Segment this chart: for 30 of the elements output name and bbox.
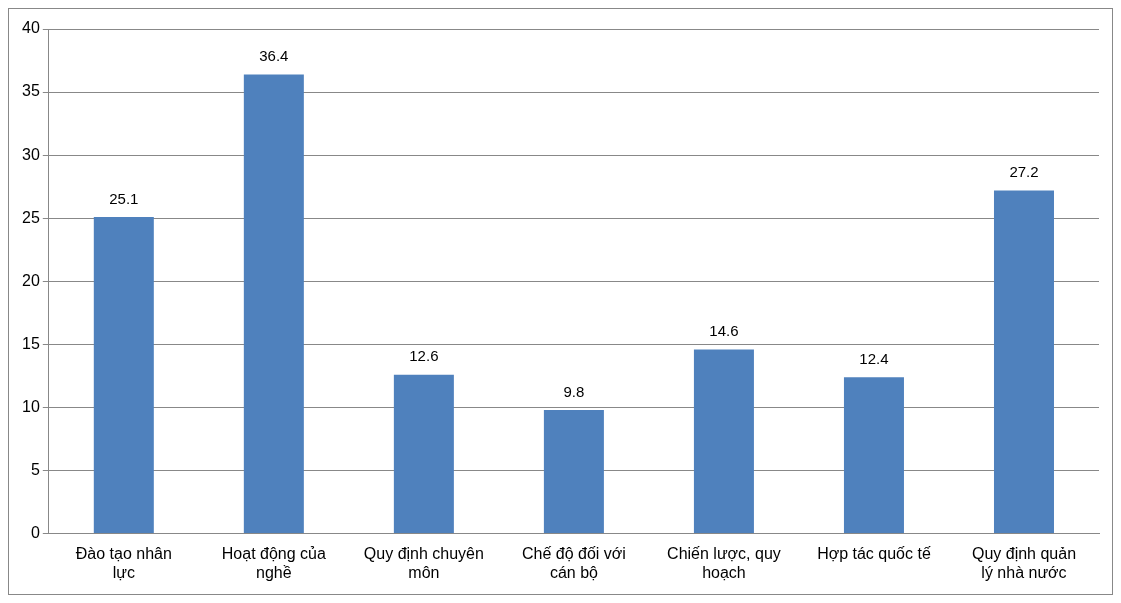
bar	[93, 216, 154, 534]
y-tick-label: 40	[22, 19, 40, 37]
y-tick-label: 30	[22, 145, 40, 163]
bar	[693, 349, 754, 534]
data-label: 12.6	[409, 347, 439, 365]
x-tick-label: Quy định quản lý nhà nước	[971, 544, 1077, 581]
x-tick-label: Hợp tác quốc tế	[817, 544, 931, 562]
data-label: 25.1	[109, 189, 139, 207]
x-tick-label: Chế độ đối với cán bộ	[521, 544, 626, 581]
y-tick-label: 0	[30, 524, 40, 542]
y-tick-label: 5	[30, 460, 40, 478]
x-tick-label: Chiến lược, quy hoạch	[667, 544, 781, 581]
y-tick-label: 25	[22, 208, 40, 226]
bar	[243, 74, 304, 534]
bar	[993, 190, 1054, 534]
x-tick-label: Hoạt động của nghề	[221, 544, 326, 581]
data-label: 36.4	[259, 47, 289, 65]
y-tick-label: 15	[22, 334, 40, 352]
bar	[393, 374, 454, 534]
data-label: 27.2	[1009, 163, 1039, 181]
data-label: 9.8	[563, 382, 585, 400]
y-tick-label: 10	[22, 397, 40, 415]
x-tick-label: Quy định chuyên môn	[363, 544, 484, 581]
bar	[843, 377, 904, 534]
x-tick-label: Đào tạo nhân lực	[75, 544, 172, 581]
y-tick-label: 35	[22, 82, 40, 100]
data-label: 12.4	[859, 349, 889, 367]
bar	[543, 409, 604, 534]
data-label: 14.6	[709, 322, 739, 340]
y-tick-label: 20	[22, 271, 40, 289]
